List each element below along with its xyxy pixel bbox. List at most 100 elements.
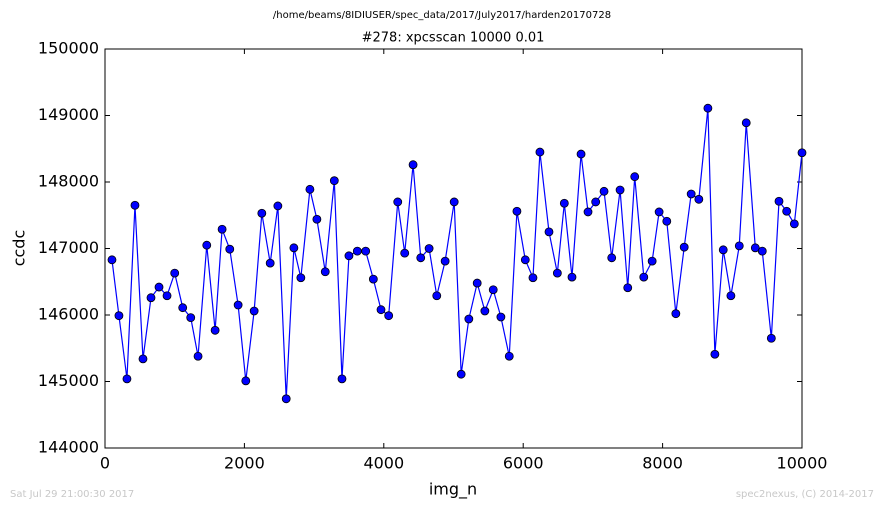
data-point	[393, 197, 403, 207]
data-point	[615, 185, 625, 195]
data-point	[583, 207, 593, 217]
data-point	[647, 256, 657, 266]
data-point	[265, 258, 275, 268]
data-point	[671, 309, 681, 319]
data-point	[154, 282, 164, 292]
data-point	[170, 268, 180, 278]
data-point	[384, 311, 394, 321]
data-point	[233, 300, 243, 310]
data-point	[703, 103, 713, 113]
data-point	[416, 253, 426, 263]
data-point	[456, 369, 466, 379]
data-point	[686, 189, 696, 199]
data-point	[107, 255, 117, 265]
data-point	[186, 313, 196, 323]
data-point	[679, 242, 689, 252]
data-point	[504, 351, 514, 361]
suptitle: /home/beams/8IDIUSER/spec_data/2017/July…	[273, 10, 611, 21]
plot-frame	[104, 48, 803, 449]
data-point	[257, 208, 267, 218]
data-point	[249, 306, 259, 316]
data-point	[797, 148, 807, 158]
data-point	[544, 227, 554, 237]
y-tick-label: 145000	[38, 371, 99, 390]
data-point	[576, 149, 586, 159]
data-point	[599, 186, 609, 196]
data-point	[289, 243, 299, 253]
data-point	[440, 256, 450, 266]
data-point	[591, 197, 601, 207]
data-point	[376, 305, 386, 315]
y-tick-label: 147000	[38, 238, 99, 257]
data-point	[400, 248, 410, 258]
y-tick-label: 149000	[38, 105, 99, 124]
data-point	[193, 351, 203, 361]
data-point	[130, 200, 140, 210]
y-tick-label: 146000	[38, 305, 99, 324]
data-point	[241, 376, 251, 386]
data-point	[305, 184, 315, 194]
data-point	[225, 244, 235, 254]
data-point	[552, 268, 562, 278]
data-point	[312, 214, 322, 224]
x-tick-label: 4000	[363, 454, 404, 473]
data-point	[694, 194, 704, 204]
data-point	[607, 253, 617, 263]
data-point	[662, 216, 672, 226]
data-point	[480, 306, 490, 316]
data-point	[320, 267, 330, 277]
data-point	[718, 245, 728, 255]
data-point	[639, 272, 649, 282]
data-point	[368, 274, 378, 284]
data-point	[273, 201, 283, 211]
data-point	[424, 244, 434, 253]
data-point	[178, 303, 188, 313]
data-point	[122, 374, 132, 384]
data-point	[281, 394, 291, 404]
data-point	[766, 333, 776, 343]
y-axis-label: ccdc	[10, 230, 29, 267]
data-point	[138, 354, 148, 364]
footer-left: Sat Jul 29 21:00:30 2017	[10, 489, 134, 500]
data-point	[741, 118, 751, 128]
data-point	[329, 176, 339, 186]
data-point	[535, 147, 545, 157]
data-point	[464, 314, 474, 324]
data-point	[774, 196, 784, 206]
data-line	[111, 108, 803, 399]
data-point	[408, 160, 418, 170]
data-point	[162, 291, 172, 301]
data-point	[559, 198, 569, 208]
data-point	[361, 246, 371, 256]
data-point	[512, 206, 522, 216]
data-point	[337, 374, 347, 384]
data-point	[496, 312, 506, 322]
data-point	[789, 219, 799, 229]
data-point	[710, 349, 720, 359]
data-point	[352, 246, 362, 256]
data-point	[488, 285, 498, 295]
data-point	[757, 246, 767, 256]
data-point	[472, 278, 482, 288]
data-point	[296, 273, 306, 283]
data-point	[528, 273, 538, 283]
data-point	[782, 206, 792, 216]
data-point	[210, 325, 220, 335]
data-point	[623, 283, 633, 293]
y-tick-label: 150000	[38, 39, 99, 58]
data-point	[726, 291, 736, 301]
data-point	[449, 197, 459, 207]
data-point	[146, 293, 156, 303]
x-tick-label: 8000	[642, 454, 683, 473]
x-tick-label: 2000	[224, 454, 265, 473]
data-point	[432, 291, 442, 301]
x-tick-label: 10000	[777, 454, 828, 473]
y-tick-label: 144000	[38, 438, 99, 457]
footer-right: spec2nexus, (C) 2014-2017	[736, 489, 874, 500]
y-tick-label: 148000	[38, 172, 99, 191]
x-tick-label: 0	[100, 454, 110, 473]
data-point	[114, 311, 124, 321]
x-axis-label: img_n	[429, 480, 477, 500]
x-tick-label: 6000	[503, 454, 544, 473]
